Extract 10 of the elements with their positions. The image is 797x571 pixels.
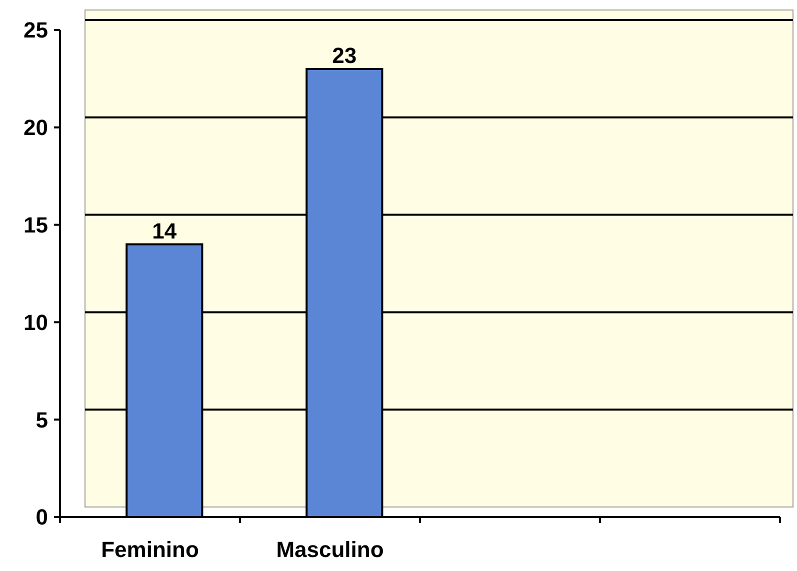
data-label: 14 xyxy=(152,218,178,244)
y-tick-label: 25 xyxy=(24,18,48,43)
x-tick-label: Masculino xyxy=(276,537,384,562)
x-tick-label: Feminino xyxy=(101,537,199,562)
y-tick-label: 10 xyxy=(24,310,48,335)
y-tick-label: 5 xyxy=(36,407,48,432)
y-tick-label: 20 xyxy=(24,115,48,140)
y-tick-label: 0 xyxy=(36,504,48,530)
data-label: 23 xyxy=(332,42,357,68)
y-tick-label: 15 xyxy=(24,212,48,238)
